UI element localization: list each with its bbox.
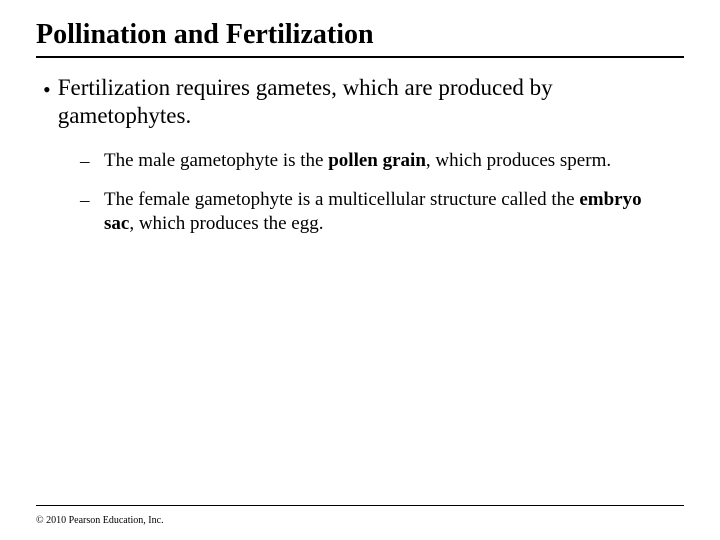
sub-bullet: – The female gametophyte is a multicellu… [80, 188, 684, 236]
text-suffix: , which produces the egg. [129, 213, 323, 234]
text-prefix: The male gametophyte is the [104, 150, 328, 171]
text-prefix: The female gametophyte is a multicellula… [104, 189, 579, 210]
main-bullet-text: Fertilization requires gametes, which ar… [58, 74, 684, 132]
page-title: Pollination and Fertilization [36, 18, 684, 52]
dash-icon: – [80, 188, 104, 213]
main-bullet: • Fertilization requires gametes, which … [36, 74, 684, 132]
bullet-marker: • [36, 74, 58, 104]
sub-bullet: – The male gametophyte is the pollen gra… [80, 149, 684, 174]
dash-icon: – [80, 149, 104, 174]
sub-bullet-text: The male gametophyte is the pollen grain… [104, 149, 611, 173]
sub-bullet-text: The female gametophyte is a multicellula… [104, 188, 664, 236]
title-underline [36, 56, 684, 58]
footer-divider [36, 505, 684, 506]
sub-bullet-list: – The male gametophyte is the pollen gra… [80, 149, 684, 235]
slide: Pollination and Fertilization • Fertiliz… [0, 0, 720, 540]
text-suffix: , which produces sperm. [426, 150, 611, 171]
text-bold: pollen grain [328, 150, 426, 171]
copyright: © 2010 Pearson Education, Inc. [36, 515, 164, 526]
